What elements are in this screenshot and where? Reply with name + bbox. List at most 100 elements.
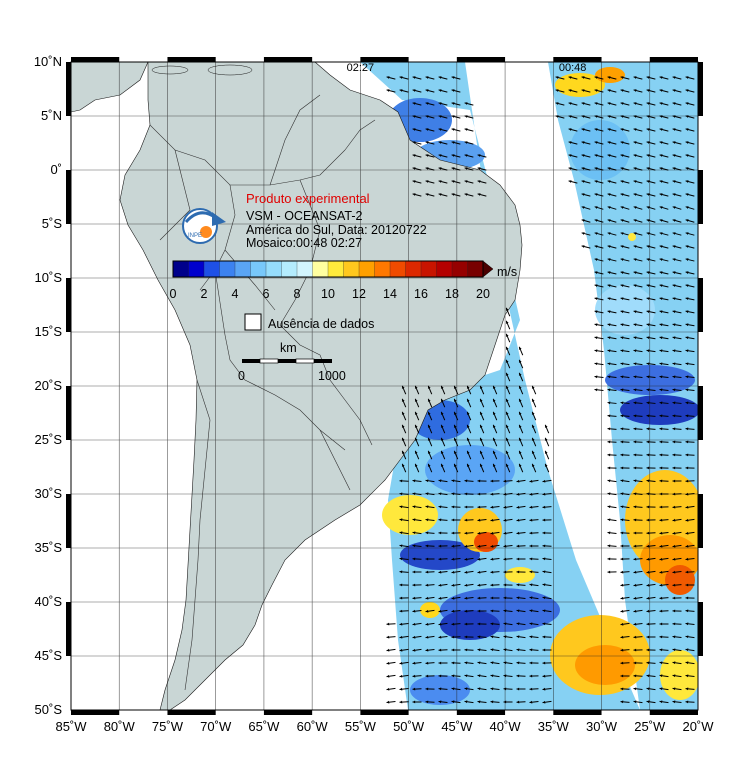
- wind-arrow-head: [464, 609, 468, 613]
- colorbar-segment: [436, 260, 453, 278]
- wind-arrow-head: [438, 661, 442, 665]
- wind-arrow-head: [477, 674, 481, 678]
- colorbar-segment: [188, 260, 205, 278]
- wind-arrow-head: [633, 180, 637, 183]
- lon-tick-label: 70˚W: [200, 719, 232, 734]
- wind-arrow-head: [427, 398, 431, 402]
- wind-arrow-head: [555, 115, 559, 118]
- wind-arrow-head: [659, 206, 663, 209]
- wind-arrow-head: [490, 557, 494, 561]
- wind-arrow-head: [633, 687, 637, 691]
- wind-arrow-head: [542, 518, 546, 522]
- no-data-label: Ausência de dados: [268, 317, 374, 331]
- wind-arrow-head: [620, 661, 624, 665]
- wind-arrow-head: [412, 609, 416, 613]
- wind-arrow-head: [672, 635, 676, 639]
- wind-arrow-head: [529, 648, 533, 652]
- wind-arrow-head: [451, 544, 455, 548]
- wind-arrow-head: [685, 570, 689, 574]
- wind-arrow-head: [620, 180, 624, 183]
- wind-arrow-head: [479, 424, 483, 428]
- wind-arrow-head: [425, 141, 429, 144]
- frame-bar-bottom: [360, 710, 409, 715]
- wind-arrow-head: [646, 115, 650, 118]
- lat-tick-label: 0˚: [50, 162, 62, 177]
- wind-arrow-head: [633, 297, 637, 301]
- wind-arrow-head: [425, 648, 429, 652]
- wind-arrow-head: [427, 450, 431, 454]
- wind-arrow-head: [477, 583, 481, 587]
- wind-arrow-head: [529, 596, 533, 600]
- wind-arrow-head: [620, 219, 624, 222]
- wind-arrow-head: [581, 115, 585, 118]
- colorbar-tick-label: 20: [476, 287, 490, 301]
- wind-arrow-head: [672, 427, 676, 431]
- wind-arrow-head: [542, 479, 546, 483]
- wind-arrow-head: [479, 398, 483, 402]
- wind-arrow-head: [685, 388, 689, 392]
- wind-arrow-head: [503, 700, 507, 704]
- wind-arrow-head: [412, 89, 416, 92]
- wind-arrow-head: [425, 570, 429, 574]
- wind-arrow-head: [685, 479, 689, 483]
- wind-arrow-head: [412, 544, 416, 548]
- wind-arrow-head: [490, 622, 494, 626]
- wind-arrow-head: [672, 232, 676, 235]
- wind-arrow-head: [505, 424, 509, 428]
- wind-arrow-head: [685, 505, 689, 509]
- wind-arrow-head: [607, 219, 611, 222]
- frame-bar-left: [66, 170, 71, 224]
- wind-arrow-head: [633, 518, 637, 522]
- wind-arrow-head: [581, 232, 585, 235]
- wind-arrow-head: [464, 102, 468, 105]
- wind-arrow-head: [685, 258, 689, 261]
- wind-arrow-head: [464, 193, 468, 196]
- wind-arrow-head: [425, 102, 429, 105]
- wind-arrow-head: [659, 115, 663, 118]
- wind-arrow-head: [503, 570, 507, 574]
- wind-arrow-head: [672, 414, 676, 418]
- wind-arrow-head: [646, 206, 650, 209]
- wind-arrow-head: [518, 372, 522, 376]
- wind-arrow-head: [685, 193, 689, 196]
- wind-arrow-head: [581, 245, 585, 248]
- wind-arrow-head: [505, 333, 509, 337]
- wind-arrow-head: [438, 505, 442, 509]
- wind-arrow-head: [659, 128, 663, 131]
- wind-arrow-head: [633, 219, 637, 222]
- wind-arrow-head: [633, 115, 637, 118]
- wind-arrow-head: [672, 375, 676, 379]
- lon-tick-label: 45˚W: [441, 719, 473, 734]
- wind-arrow-head: [672, 661, 676, 665]
- frame-bar-bottom: [553, 710, 602, 715]
- wind-arrow-head: [672, 700, 676, 704]
- wind-arrow-head: [633, 700, 637, 704]
- wind-arrow-head: [607, 141, 611, 144]
- wind-arrow-head: [505, 346, 509, 350]
- lat-tick-label: 5˚N: [41, 108, 62, 123]
- wind-arrow-head: [477, 661, 481, 665]
- wind-arrow-head: [607, 414, 611, 418]
- wind-arrow-head: [646, 661, 650, 665]
- wind-arrow-head: [672, 76, 676, 79]
- wind-arrow-head: [451, 102, 455, 105]
- wind-arrow-head: [464, 180, 468, 183]
- wind-arrow-head: [581, 76, 585, 79]
- wind-arrow-head: [529, 622, 533, 626]
- wind-arrow-head: [425, 609, 429, 613]
- wind-arrow-head: [633, 414, 637, 418]
- wind-arrow-head: [516, 492, 520, 496]
- wind-arrow-head: [516, 544, 520, 548]
- wind-arrow-head: [633, 544, 637, 548]
- wind-arrow-head: [477, 544, 481, 548]
- wind-arrow-head: [594, 323, 598, 327]
- wind-arrow-head: [503, 661, 507, 665]
- wind-arrow-head: [490, 531, 494, 535]
- wind-arrow-head: [477, 687, 481, 691]
- wind-arrow-head: [529, 700, 533, 704]
- wind-arrow-head: [672, 388, 676, 392]
- wind-arrow-head: [425, 635, 429, 639]
- wind-arrow-head: [659, 271, 663, 274]
- wind-arrow-head: [646, 388, 650, 392]
- colorbar-segment: [281, 260, 298, 278]
